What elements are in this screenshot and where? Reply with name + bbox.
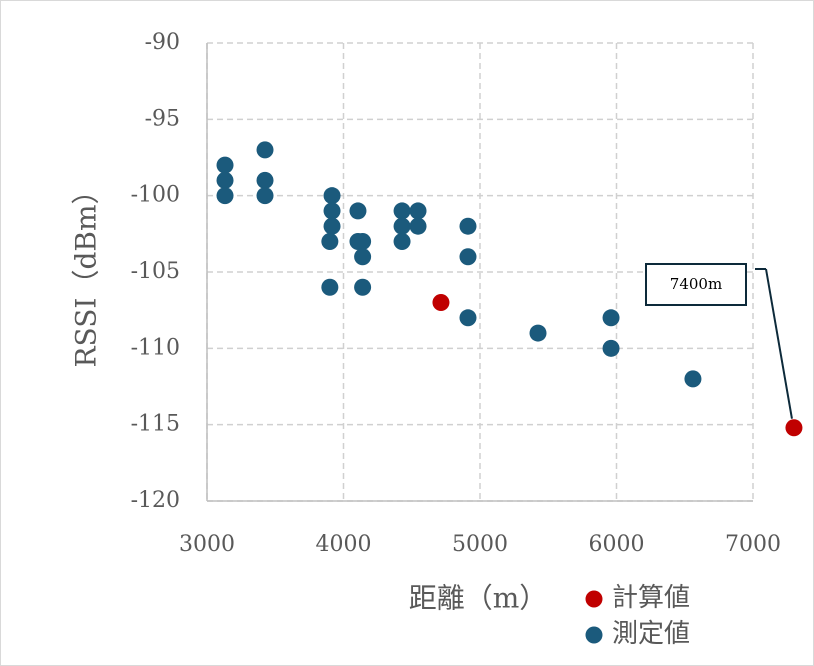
point — [393, 232, 411, 250]
x-tick-label: 4000 — [316, 532, 372, 557]
point — [459, 309, 477, 327]
point — [785, 419, 803, 437]
y-tick-label: -105 — [131, 259, 180, 284]
point — [323, 187, 341, 205]
y-tick-label: -95 — [145, 106, 180, 131]
point — [354, 248, 372, 266]
y-tick-label: -110 — [131, 335, 180, 360]
x-tick-label: 7000 — [725, 532, 781, 557]
legend-label: 測定値 — [612, 619, 690, 649]
point — [256, 187, 274, 205]
point — [409, 217, 427, 235]
x-tick-label: 3000 — [179, 532, 235, 557]
y-tick-label: -100 — [131, 183, 180, 208]
x-tick-label: 5000 — [452, 532, 508, 557]
legend-marker — [585, 626, 603, 644]
point — [256, 141, 274, 159]
point — [256, 171, 274, 189]
point — [432, 294, 450, 312]
y-axis-label: RSSI（dBm） — [70, 176, 103, 367]
legend-marker — [585, 590, 603, 608]
point — [459, 248, 477, 266]
x-tick-label: 6000 — [589, 532, 645, 557]
y-tick-label: -120 — [131, 488, 180, 513]
point — [323, 217, 341, 235]
x-axis-label: 距離（m） — [409, 582, 548, 615]
point — [354, 278, 372, 296]
point — [684, 370, 702, 388]
annotation: 7400m — [670, 275, 722, 293]
point — [321, 232, 339, 250]
point — [602, 309, 620, 327]
point — [216, 171, 234, 189]
point — [323, 202, 341, 220]
point — [216, 156, 234, 174]
point — [354, 232, 372, 250]
point — [602, 339, 620, 357]
y-tick-label: -90 — [145, 30, 180, 55]
point — [349, 202, 367, 220]
point — [529, 324, 547, 342]
point — [409, 202, 427, 220]
annotation-leader — [765, 268, 793, 419]
legend-label: 計算値 — [612, 583, 690, 613]
annotation-box — [645, 263, 747, 306]
point — [393, 202, 411, 220]
y-tick-label: -115 — [131, 412, 180, 437]
point — [459, 217, 477, 235]
point — [393, 217, 411, 235]
point — [216, 187, 234, 205]
point — [321, 278, 339, 296]
